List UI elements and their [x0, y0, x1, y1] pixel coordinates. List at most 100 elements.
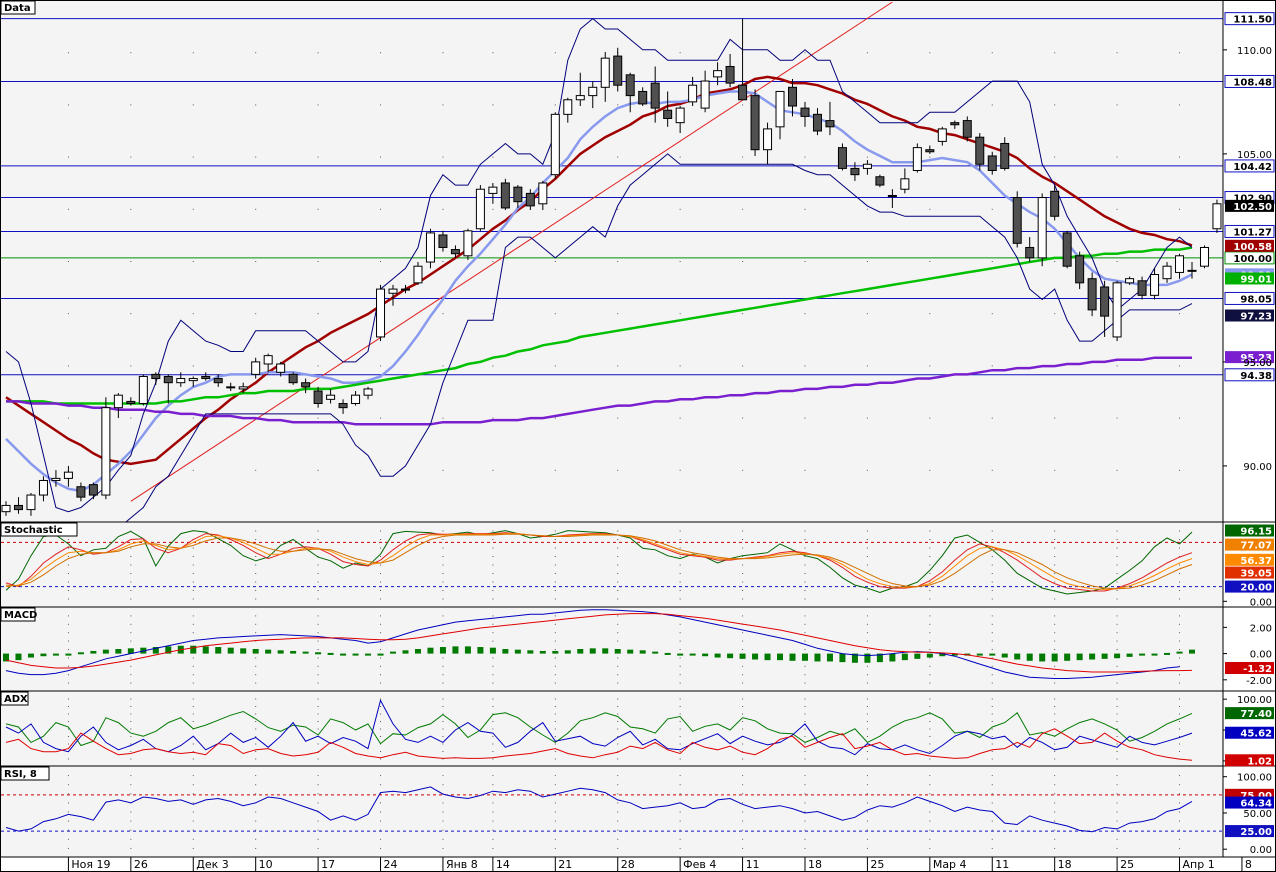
value-badge-text: 96.15 [1240, 527, 1272, 538]
grid-dot [1054, 313, 1056, 315]
main-plot-group [1, 1, 1223, 522]
candle-body [962, 120, 972, 138]
grid-dot [804, 632, 806, 634]
grid-dot [929, 682, 931, 684]
grid-dot [67, 736, 69, 737]
grid-dot [929, 802, 931, 804]
grid-dot [1054, 640, 1056, 642]
macd-histogram-bar [926, 653, 933, 658]
macd-histogram-bar [3, 653, 9, 662]
grid-dot [1116, 615, 1118, 617]
grid-dot [991, 598, 993, 600]
grid-dot [617, 469, 619, 471]
grid-dot [929, 838, 931, 840]
grid-dot [742, 632, 744, 634]
grid-dot [617, 758, 619, 760]
grid-dot [1179, 156, 1181, 158]
price-level-badge [1224, 291, 1275, 305]
grid-dot [130, 598, 132, 600]
grid-dot [554, 52, 556, 54]
macd-histogram-bar [689, 653, 696, 656]
grid-dot [492, 847, 494, 849]
grid-dot [255, 52, 257, 54]
grid-dot [929, 104, 931, 106]
grid-dot [1054, 632, 1056, 634]
price-level-badge [1224, 159, 1275, 173]
macd-histogram-bar [1089, 653, 1096, 660]
macd-histogram-bar [1001, 653, 1008, 658]
grid-dot [866, 156, 868, 158]
grid-dot [442, 657, 444, 659]
grid-dot [554, 547, 556, 549]
grid-dot [1054, 706, 1056, 707]
grid-dot [679, 775, 681, 777]
grid-dot [1054, 758, 1056, 760]
grid-dot [1054, 649, 1056, 650]
grid-dot [442, 261, 444, 262]
macd-histogram-bar [602, 648, 609, 654]
grid-dot [742, 793, 744, 795]
candle-body [675, 107, 685, 124]
macd-histogram-bar [365, 653, 372, 656]
grid-dot [317, 530, 319, 532]
grid-dot [742, 313, 744, 315]
grid-dot [317, 417, 319, 419]
grid-dot [255, 793, 257, 795]
grid-dot [192, 640, 194, 642]
grid-dot [1116, 598, 1118, 600]
grid-dot [317, 365, 319, 367]
grid-dot [67, 581, 69, 583]
grid-dot [380, 820, 382, 822]
grid-dot [804, 52, 806, 54]
x-tick-label: Ноя 19 [71, 858, 110, 871]
grid-dot [442, 847, 444, 849]
macd-histogram-bar [1101, 653, 1108, 659]
grid-dot [929, 590, 931, 591]
grid-dot [866, 208, 868, 210]
grid-dot [617, 847, 619, 849]
grid-dot [866, 682, 868, 684]
grid-dot [866, 649, 868, 650]
grid-dot [742, 728, 744, 730]
price-level-value: 104.42 [1233, 162, 1272, 173]
grid-dot [192, 573, 194, 574]
grid-dot [991, 417, 993, 419]
candle-body [837, 147, 847, 169]
grid-dot [380, 598, 382, 600]
grid-dot [255, 208, 257, 210]
grid-dot [130, 573, 132, 574]
candle-body [450, 249, 460, 255]
grid-dot [255, 665, 257, 667]
macd-histogram-bar [414, 649, 421, 654]
grid-dot [617, 156, 619, 158]
grid-dot [554, 530, 556, 532]
value-badge [1225, 239, 1274, 252]
grid-dot [192, 811, 194, 813]
grid-dot [804, 208, 806, 210]
grid-dot [380, 829, 382, 831]
candle-body [113, 394, 123, 409]
grid-dot [991, 657, 993, 659]
macd-histogram-bar [190, 645, 197, 654]
grid-dot [929, 811, 931, 813]
grid-dot [679, 820, 681, 822]
grid-dot [1054, 530, 1056, 532]
grid-dot [1116, 784, 1118, 786]
grid-dot [617, 698, 619, 700]
grid-dot [492, 743, 494, 745]
grid-dot [192, 208, 194, 210]
y-tick-label: 0.00 [1250, 597, 1272, 608]
indicator-line [5, 533, 1193, 591]
grid-dot [1116, 736, 1118, 737]
grid-dot [192, 417, 194, 419]
grid-dot [442, 713, 444, 715]
grid-dot [192, 469, 194, 471]
candle-body [475, 188, 485, 230]
grid-dot [255, 736, 257, 737]
overlay-line [6, 246, 1193, 405]
grid-dot [192, 657, 194, 659]
grid-dot [1179, 52, 1181, 54]
grid-dot [742, 104, 744, 106]
grid-dot [380, 713, 382, 715]
